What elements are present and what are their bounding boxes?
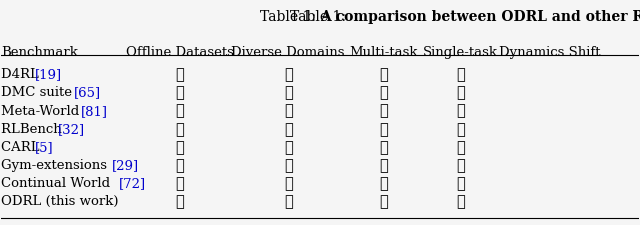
Text: [81]: [81] [81, 104, 108, 117]
Text: Table 1:: Table 1: [290, 10, 350, 24]
Text: ✓: ✓ [456, 140, 465, 154]
Text: Table 1: A comparison between ODRL and other RL benchmarks.: Table 1: A comparison between ODRL and o… [90, 10, 550, 24]
Text: A comparison between ODRL and other RL benchmarks.: A comparison between ODRL and other RL b… [320, 10, 640, 24]
Text: Gym-extensions: Gym-extensions [1, 158, 111, 171]
Text: ✓: ✓ [284, 194, 292, 208]
Text: ✗: ✗ [175, 140, 184, 154]
Text: ✗: ✗ [380, 140, 388, 154]
Text: ✓: ✓ [175, 122, 184, 136]
Text: ✗: ✗ [456, 86, 465, 100]
Text: ✓: ✓ [284, 86, 292, 100]
Text: ✗: ✗ [380, 86, 388, 100]
Text: Benchmark: Benchmark [1, 46, 78, 59]
Text: ✗: ✗ [456, 176, 465, 190]
Text: [5]: [5] [35, 140, 54, 153]
Text: Meta-World: Meta-World [1, 104, 84, 117]
Text: ✓: ✓ [380, 176, 388, 190]
Text: CARL: CARL [1, 140, 44, 153]
Text: ✓: ✓ [380, 158, 388, 172]
Text: ✓: ✓ [456, 194, 465, 208]
Text: ✓: ✓ [175, 194, 184, 208]
Text: ✓: ✓ [456, 158, 465, 172]
Text: ✗: ✗ [456, 68, 465, 82]
Text: Table 1:: Table 1: [260, 10, 320, 24]
Text: ✗: ✗ [175, 104, 184, 118]
Text: ✓: ✓ [380, 104, 388, 118]
Text: ODRL (this work): ODRL (this work) [1, 194, 119, 207]
Text: Dynamics Shift: Dynamics Shift [499, 46, 600, 59]
Text: ✓: ✓ [284, 68, 292, 82]
Text: RLBench: RLBench [1, 122, 67, 135]
Text: [19]: [19] [35, 68, 62, 81]
Text: ✓: ✓ [175, 68, 184, 82]
Text: [65]: [65] [74, 86, 100, 99]
Text: ✗: ✗ [175, 86, 184, 100]
Text: [72]: [72] [119, 176, 147, 189]
Text: Single-task: Single-task [422, 46, 498, 59]
Text: Diverse Domains: Diverse Domains [232, 46, 345, 59]
Text: ✓: ✓ [284, 140, 292, 154]
Text: D4RL: D4RL [1, 68, 44, 81]
Text: [32]: [32] [58, 122, 85, 135]
Text: ✓: ✓ [380, 122, 388, 136]
Text: ✗: ✗ [284, 122, 292, 136]
Text: ✗: ✗ [456, 122, 465, 136]
Text: [29]: [29] [111, 158, 139, 171]
Text: Continual World: Continual World [1, 176, 115, 189]
Text: ✗: ✗ [284, 176, 292, 190]
Text: Multi-task: Multi-task [349, 46, 418, 59]
Text: Offline Datasets: Offline Datasets [126, 46, 234, 59]
Text: ✗: ✗ [456, 104, 465, 118]
Text: DMC suite: DMC suite [1, 86, 77, 99]
Text: ✗: ✗ [175, 158, 184, 172]
Text: ✗: ✗ [175, 176, 184, 190]
Text: ✗: ✗ [284, 158, 292, 172]
Text: ✗: ✗ [380, 68, 388, 82]
Text: ✗: ✗ [284, 104, 292, 118]
Text: ✗: ✗ [380, 194, 388, 208]
